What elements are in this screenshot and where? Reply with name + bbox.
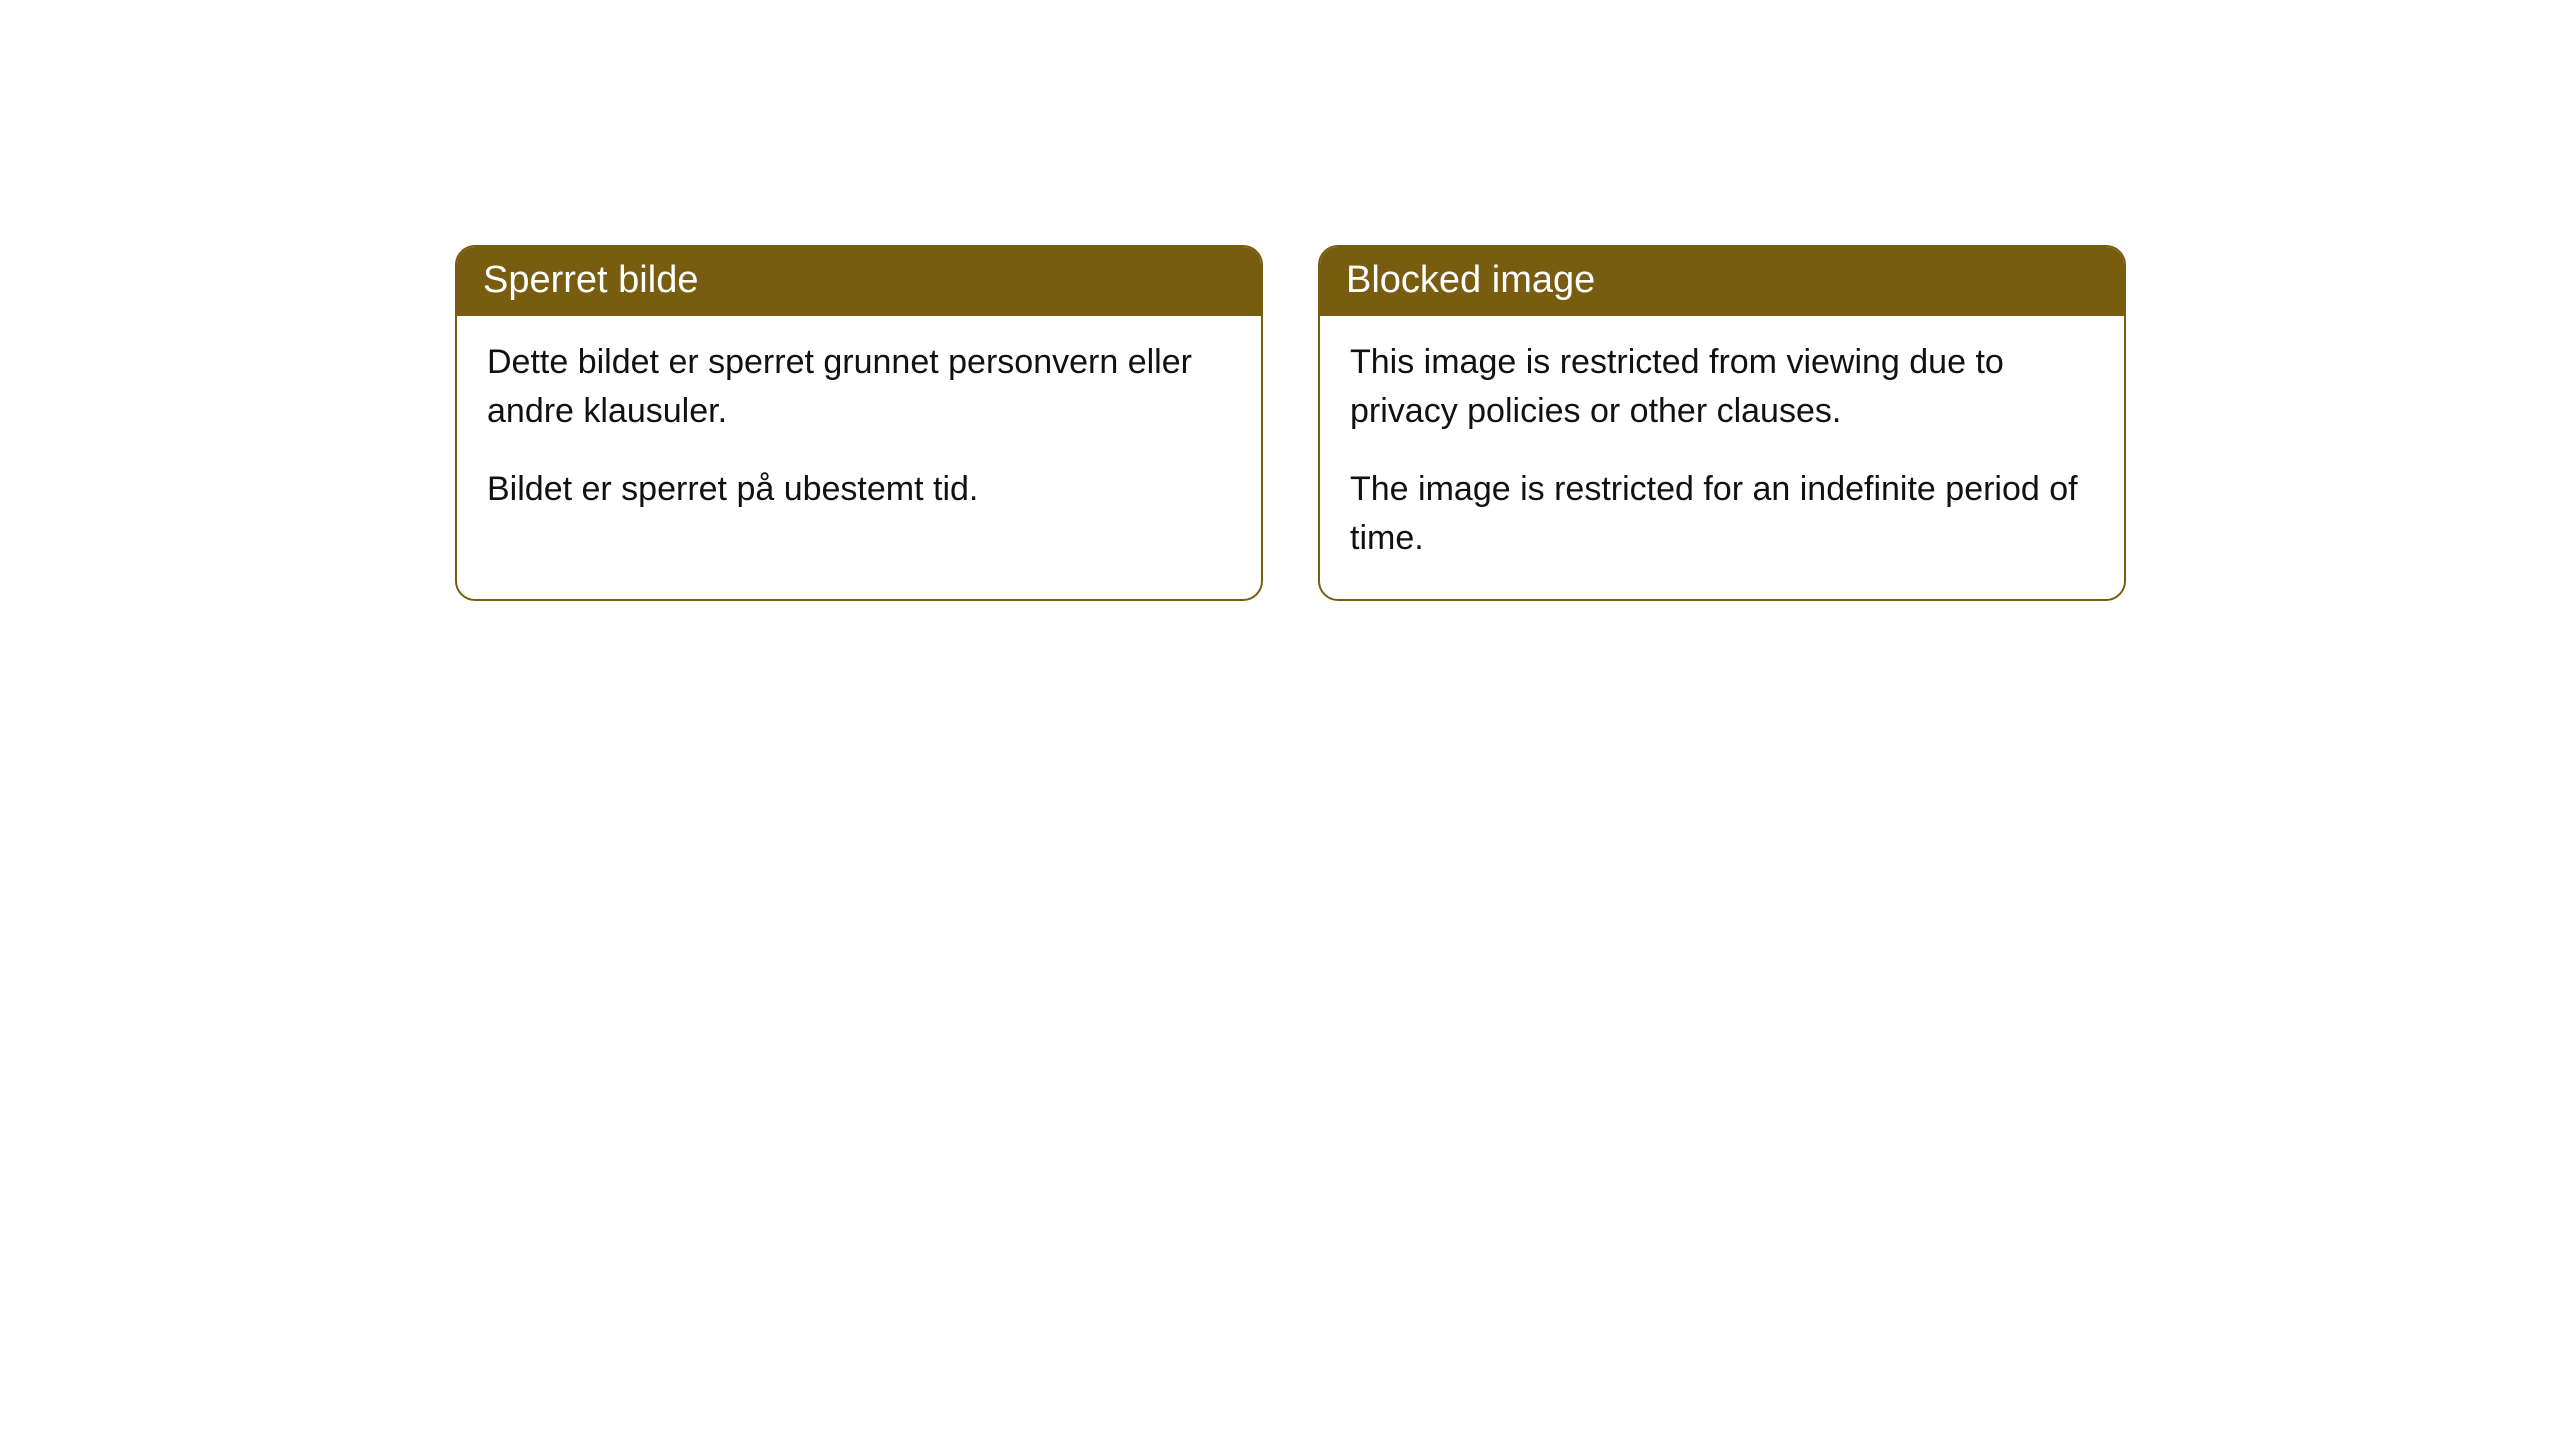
card-paragraph-1-english: This image is restricted from viewing du…: [1350, 338, 2094, 437]
card-header-norwegian: Sperret bilde: [457, 247, 1261, 316]
card-title-norwegian: Sperret bilde: [483, 259, 698, 301]
card-title-english: Blocked image: [1346, 259, 1595, 301]
card-norwegian: Sperret bilde Dette bildet er sperret gr…: [455, 245, 1263, 601]
card-paragraph-2-norwegian: Bildet er sperret på ubestemt tid.: [487, 465, 1231, 514]
card-body-english: This image is restricted from viewing du…: [1320, 316, 2124, 599]
card-english: Blocked image This image is restricted f…: [1318, 245, 2126, 601]
card-body-norwegian: Dette bildet er sperret grunnet personve…: [457, 316, 1261, 550]
card-paragraph-2-english: The image is restricted for an indefinit…: [1350, 465, 2094, 564]
card-paragraph-1-norwegian: Dette bildet er sperret grunnet personve…: [487, 338, 1231, 437]
card-header-english: Blocked image: [1320, 247, 2124, 316]
cards-container: Sperret bilde Dette bildet er sperret gr…: [455, 245, 2560, 601]
